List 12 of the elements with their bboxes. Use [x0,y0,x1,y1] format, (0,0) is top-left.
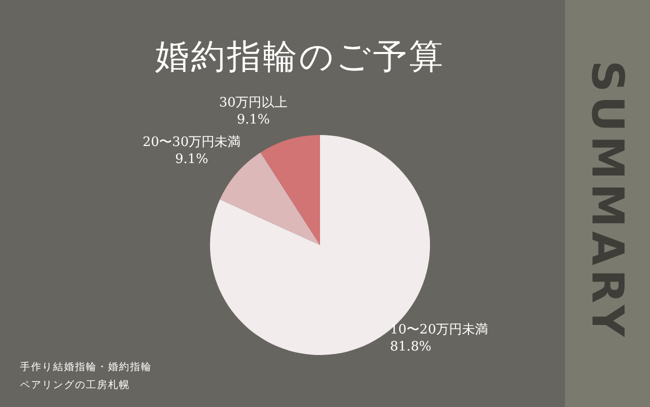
chart-title: 婚約指輪のご予算 [155,37,445,77]
slice-label: 20〜30万円未満 [142,134,241,150]
data-label: 9.1% [236,112,270,128]
data-label: 81.8% [390,340,432,355]
data-label: 9.1% [175,152,208,167]
text: SUMMARY [582,60,632,341]
slice-label: 10〜20万円未満 [390,322,488,338]
text: ペアリングの工房札幌 [20,379,130,391]
pie-slice [260,135,320,245]
pie-slice [220,152,320,245]
text: 手作り結婚指輪・婚約指輪 [20,361,152,373]
slice-label: 30万円以上 [219,95,288,110]
